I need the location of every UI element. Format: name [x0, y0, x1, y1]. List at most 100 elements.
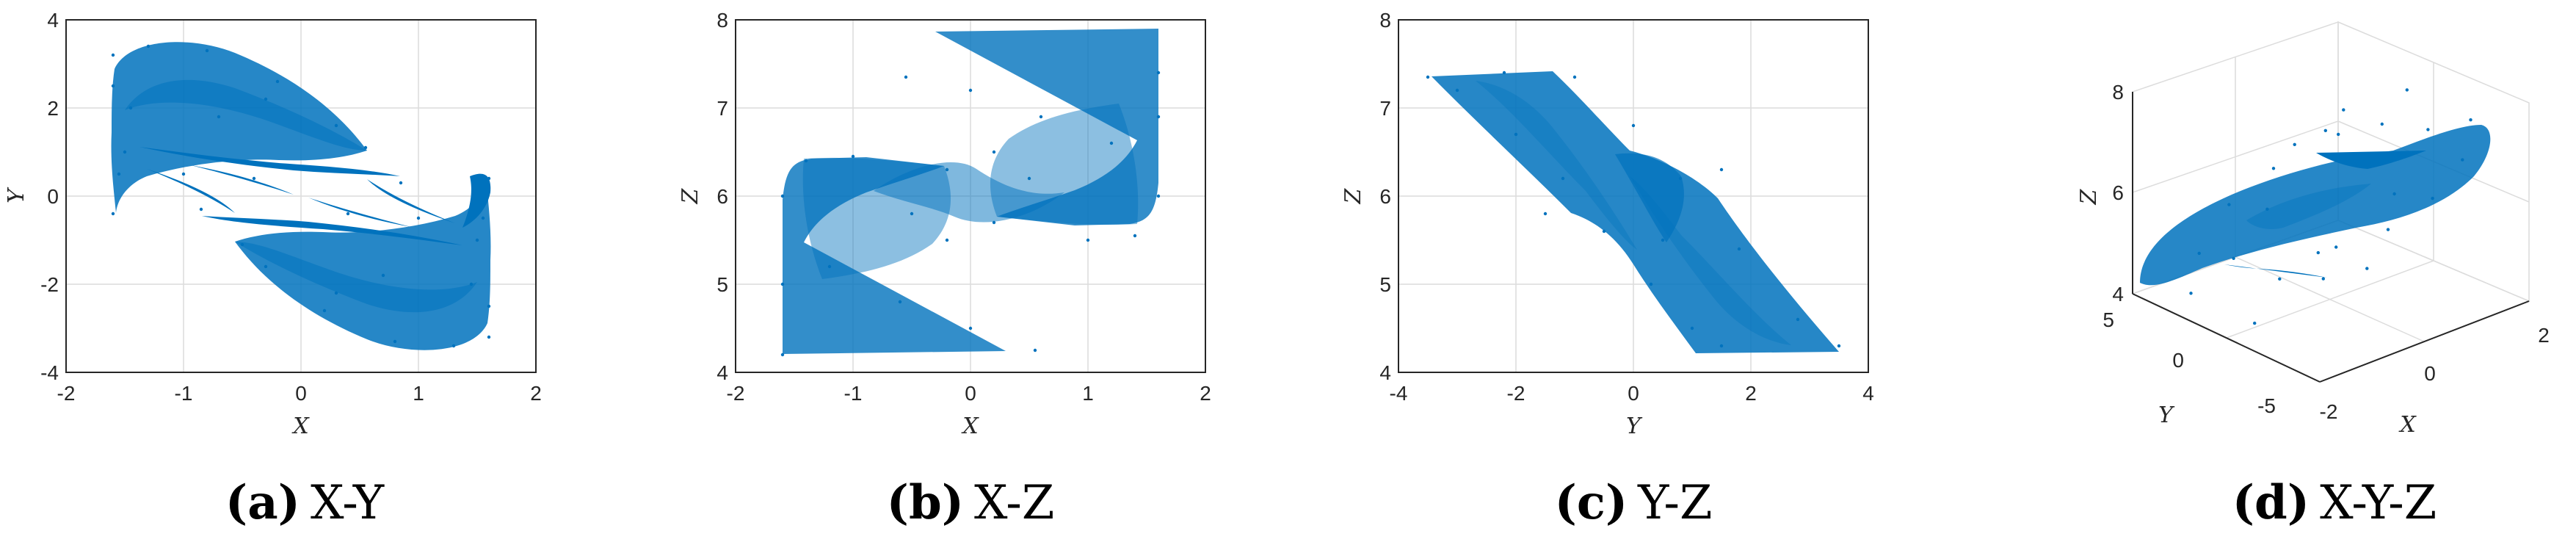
panel-d-xticks: -2 0 2: [2320, 324, 2550, 423]
panel-d-yticks: 5 0 -5: [2102, 308, 2276, 417]
panel-a-point: [111, 212, 115, 216]
panel-b-point: [780, 194, 785, 198]
panel-a-ytick-label: 0: [47, 185, 59, 208]
panel-a-filament-lower-3: [308, 198, 411, 227]
panel-b-ylabel: Z: [678, 187, 703, 204]
panel-a-point: [146, 44, 150, 48]
panel-d-point: [2189, 292, 2193, 295]
panel-a-ytick-label: -2: [40, 273, 59, 296]
panel-a-point: [322, 167, 327, 172]
panel-b-frame: [735, 19, 1206, 373]
panel-a-point: [399, 181, 403, 185]
panel-a-point: [487, 176, 491, 181]
panel-d: 4 6 8 5 0 -5 -2 0 2 Z Y X (d) X-Y-Z: [2076, 21, 2550, 530]
panel-d-zlabel: Z: [2076, 188, 2102, 205]
panel-d-ztick-label: 6: [2112, 181, 2124, 204]
panel-d-wing-bottom: [2224, 264, 2327, 278]
panel-b-xtick-label: 2: [1200, 382, 1211, 405]
panel-d-point: [2323, 129, 2327, 132]
panel-a-lobe-lower-inner: [235, 242, 477, 313]
panel-a-filament-lower-2: [367, 179, 455, 223]
panel-a-point: [363, 145, 368, 150]
panel-b-point: [1133, 234, 1137, 238]
panel-c-xlabel: Y: [1626, 413, 1643, 439]
panel-d-point: [2316, 250, 2320, 255]
panel-d-zticks: 4 6 8: [2112, 81, 2124, 306]
panel-d-ylabel: Y: [2158, 402, 2175, 428]
panel-b-yticks: 4 5 6 7 8: [716, 9, 728, 384]
panel-b-data: [783, 29, 1158, 354]
panel-c-xtick-label: -4: [1390, 382, 1408, 405]
panel-a-filament-upper-3: [191, 165, 294, 195]
panel-c-point: [1837, 344, 1841, 348]
panel-a-point: [451, 344, 456, 348]
panel-b-ytick-label: 4: [716, 361, 728, 384]
panel-d-point: [2405, 88, 2409, 92]
panel-b-caption-tag: (b): [887, 475, 964, 530]
panel-b-xtick-label: 0: [965, 382, 976, 405]
panel-c-xtick-label: 2: [1745, 382, 1757, 405]
panel-c-point: [1719, 344, 1724, 348]
panel-d-point: [2365, 267, 2369, 270]
panel-a-ytick-label: 4: [47, 9, 59, 32]
panel-c-point: [1572, 75, 1577, 79]
panel-c-wing: [1615, 153, 1684, 242]
panel-b-point: [851, 154, 855, 159]
panel-d-ytick-label: -5: [2257, 394, 2276, 417]
panel-b-lobe-right: [935, 29, 1158, 225]
panel-a-point: [481, 216, 485, 220]
panel-d-xtick-label: 0: [2424, 362, 2436, 385]
panel-a-wing-right: [462, 173, 491, 228]
panel-c: -4 -2 0 2 4 4 5 6 7 8 Y Z (c) Y-Z: [1340, 9, 1874, 530]
panel-b-point: [968, 88, 973, 93]
panel-c-xtick-label: 4: [1862, 382, 1874, 405]
panel-a-xtick-label: 0: [295, 382, 307, 405]
panel-b-caption: (b) X-Z: [887, 475, 1055, 530]
panel-d-wing-top: [2316, 151, 2426, 169]
panel-d-ytick-label: 0: [2172, 349, 2184, 372]
panel-d-point: [2334, 245, 2338, 249]
panel-a-point: [217, 115, 221, 119]
panel-a-point: [117, 172, 121, 176]
panel-a-point: [346, 212, 350, 216]
panel-b-point: [1156, 194, 1161, 198]
panel-d-point: [2431, 196, 2434, 200]
panel-d-cloud-light: [2246, 184, 2371, 229]
panel-c-xtick-label: 0: [1628, 382, 1639, 405]
panel-a-xtick-label: -1: [175, 382, 193, 405]
panel-c-ytick-label: 7: [1379, 97, 1391, 120]
panel-a-point: [487, 335, 491, 339]
panel-b-point: [780, 282, 785, 286]
panel-c-caption: (c) Y-Z: [1555, 475, 1713, 530]
panel-a-lobe-upper: [111, 42, 368, 213]
panel-c-frame: [1398, 19, 1869, 373]
panel-a-filament-upper-1: [139, 147, 400, 176]
panel-b-points: [780, 71, 1161, 357]
panel-d-ytick-label: 5: [2102, 308, 2114, 331]
panel-a-ytick-label: -4: [40, 361, 59, 384]
panel-c-ytick-label: 6: [1379, 185, 1391, 208]
panel-b-ytick-label: 7: [716, 97, 728, 120]
panel-d-caption-text: X-Y-Z: [2320, 476, 2437, 530]
panel-a-point: [240, 242, 244, 247]
panel-a-lobe-lower: [235, 179, 491, 350]
panel-d-point: [2386, 228, 2390, 231]
panel-b-point: [1033, 348, 1037, 353]
panel-a-point: [181, 172, 186, 176]
panel-b-ytick-label: 5: [716, 273, 728, 296]
panel-c-point: [1455, 88, 1459, 93]
panel-b-point: [968, 326, 973, 330]
panel-a-ylabel: Y: [4, 187, 29, 203]
panel-d-point: [2278, 277, 2282, 281]
panel-b-point: [898, 300, 902, 304]
panel-a-point: [128, 106, 133, 110]
panel-b-point: [1027, 176, 1031, 181]
panel-a-caption-text: X-Y: [311, 476, 385, 530]
panel-c-point: [1543, 212, 1548, 216]
panel-d-point: [2253, 321, 2257, 325]
panel-d-point: [2197, 251, 2201, 256]
panel-a-xticks: -2 -1 0 1 2: [57, 382, 542, 405]
panel-b-ytick-label: 8: [716, 9, 728, 32]
panel-a-point: [322, 308, 327, 313]
panel-d-xtick-label: -2: [2320, 400, 2338, 423]
